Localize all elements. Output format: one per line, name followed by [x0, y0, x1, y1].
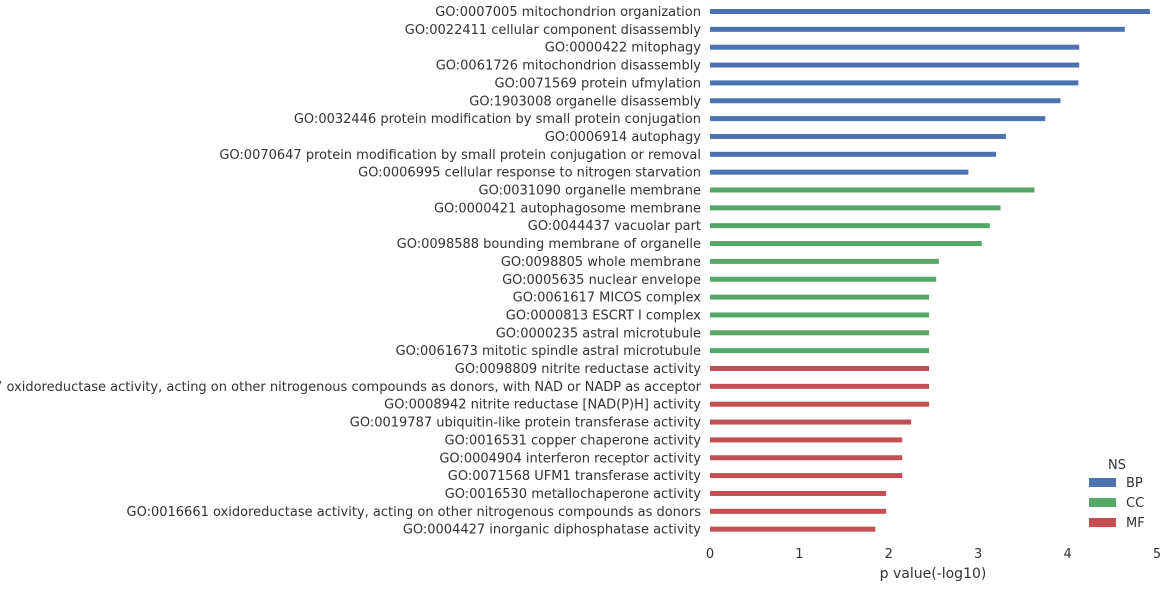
category-label: GO:0071568 UFM1 transferase activity	[448, 469, 702, 484]
category-label: GO:0004904 interferon receptor activity	[439, 451, 701, 466]
x-tick-label: 2	[885, 547, 893, 562]
legend-title: NS	[1108, 458, 1126, 473]
bar-go-0006995	[710, 169, 969, 175]
category-label: GO:0007005 mitochondrion organization	[435, 5, 701, 20]
bar-go-0008942	[710, 401, 930, 407]
bar-go-0061726	[710, 62, 1080, 68]
bar-go-0005635	[710, 276, 937, 282]
x-tick-label: 1	[795, 547, 803, 562]
bar-go-0098805	[710, 258, 939, 264]
legend-label-mf: MF	[1126, 516, 1145, 531]
category-label: GO:0004427 inorganic diphosphatase activ…	[403, 523, 701, 538]
bar-go-0032446	[710, 116, 1046, 122]
x-tick-label: 3	[974, 547, 982, 562]
bar-go-0071568	[710, 473, 903, 479]
category-label: GO:0098805 whole membrane	[501, 255, 701, 270]
category-label: GO:0070647 protein modification by small…	[219, 148, 701, 163]
category-label: GO:0061673 mitotic spindle astral microt…	[396, 344, 701, 359]
legend: NS BP CC MF	[1089, 458, 1145, 531]
x-tick-label: 5	[1153, 547, 1161, 562]
bar-go-0016661	[710, 508, 887, 514]
bar-go-0000422	[710, 44, 1080, 50]
bars-layer	[710, 9, 1150, 532]
category-label: GO:0000421 autophagosome membrane	[434, 201, 701, 216]
bar-go-0004904	[710, 455, 903, 461]
bar-go-0004427	[710, 526, 876, 532]
category-label: GO:0006914 autophagy	[545, 130, 701, 145]
legend-label-cc: CC	[1126, 496, 1144, 511]
legend-swatch-mf	[1089, 518, 1116, 527]
category-label: GO:0061617 MICOS complex	[513, 291, 702, 306]
bar-go-0019787	[710, 419, 912, 425]
category-labels: GO:0007005 mitochondrion organization GO:…	[0, 5, 702, 538]
bar-go-0031090	[710, 187, 1035, 193]
bar-go-1903008	[710, 98, 1061, 104]
category-label: GO:0005635 nuclear envelope	[502, 273, 701, 288]
bar-go-0044437	[710, 223, 990, 229]
category-label: GO:0098809 nitrite reductase activity	[455, 362, 702, 377]
category-label: GO:0031090 organelle membrane	[479, 184, 702, 199]
legend-label-bp: BP	[1126, 476, 1143, 491]
category-label: GO:0016531 copper chaperone activity	[445, 433, 702, 448]
category-label: GO:0071569 protein ufmylation	[495, 76, 701, 91]
category-label: GO:0008942 nitrite reductase [NAD(P)H] a…	[384, 398, 701, 413]
category-label: GO:0022411 cellular component disassembl…	[405, 23, 702, 38]
x-tick-label: 4	[1063, 547, 1071, 562]
category-label: GO:0000813 ESCRT I complex	[506, 308, 702, 323]
category-label: GO:0032446 protein modification by small…	[294, 112, 701, 127]
bar-go-0000813	[710, 312, 930, 318]
bar-go-0007005	[710, 9, 1150, 14]
category-label: GO:0046857 oxidoreductase activity, acti…	[0, 380, 702, 395]
x-axis-title: p value(-log10)	[880, 566, 987, 582]
bar-go-0000235	[710, 330, 930, 336]
category-label: GO:0000235 astral microtubule	[496, 326, 701, 341]
bar-go-0061673	[710, 348, 930, 354]
category-label: GO:0016661 oxidoreductase activity, acti…	[127, 505, 702, 520]
bar-go-0016531	[710, 437, 903, 443]
legend-swatch-cc	[1089, 498, 1116, 507]
x-axis-ticks: 0 1 2 3 4 5	[706, 547, 1161, 562]
category-label: GO:0016530 metallochaperone activity	[445, 487, 702, 502]
bar-go-0098588	[710, 241, 982, 247]
bar-go-0061617	[710, 294, 930, 300]
category-label: GO:0044437 vacuolar part	[528, 219, 701, 234]
category-label: GO:0000422 mitophagy	[545, 41, 702, 56]
category-label: GO:0019787 ubiquitin-like protein transf…	[350, 416, 702, 431]
x-tick-label: 0	[706, 547, 714, 562]
bar-go-0070647	[710, 151, 997, 157]
bar-go-0022411	[710, 26, 1125, 32]
bar-go-0046857	[710, 383, 930, 389]
category-label: GO:0061726 mitochondrion disassembly	[436, 59, 702, 74]
bar-go-0071569	[710, 80, 1079, 86]
legend-swatch-bp	[1089, 478, 1116, 487]
category-label: GO:0006995 cellular response to nitrogen…	[358, 166, 701, 181]
bar-go-0006914	[710, 133, 1006, 139]
category-label: GO:0098588 bounding membrane of organell…	[397, 237, 701, 252]
bar-go-0000421	[710, 205, 1001, 211]
bar-go-0016530	[710, 490, 887, 496]
category-label: GO:1903008 organelle disassembly	[469, 94, 701, 109]
bar-go-0098809	[710, 366, 930, 371]
